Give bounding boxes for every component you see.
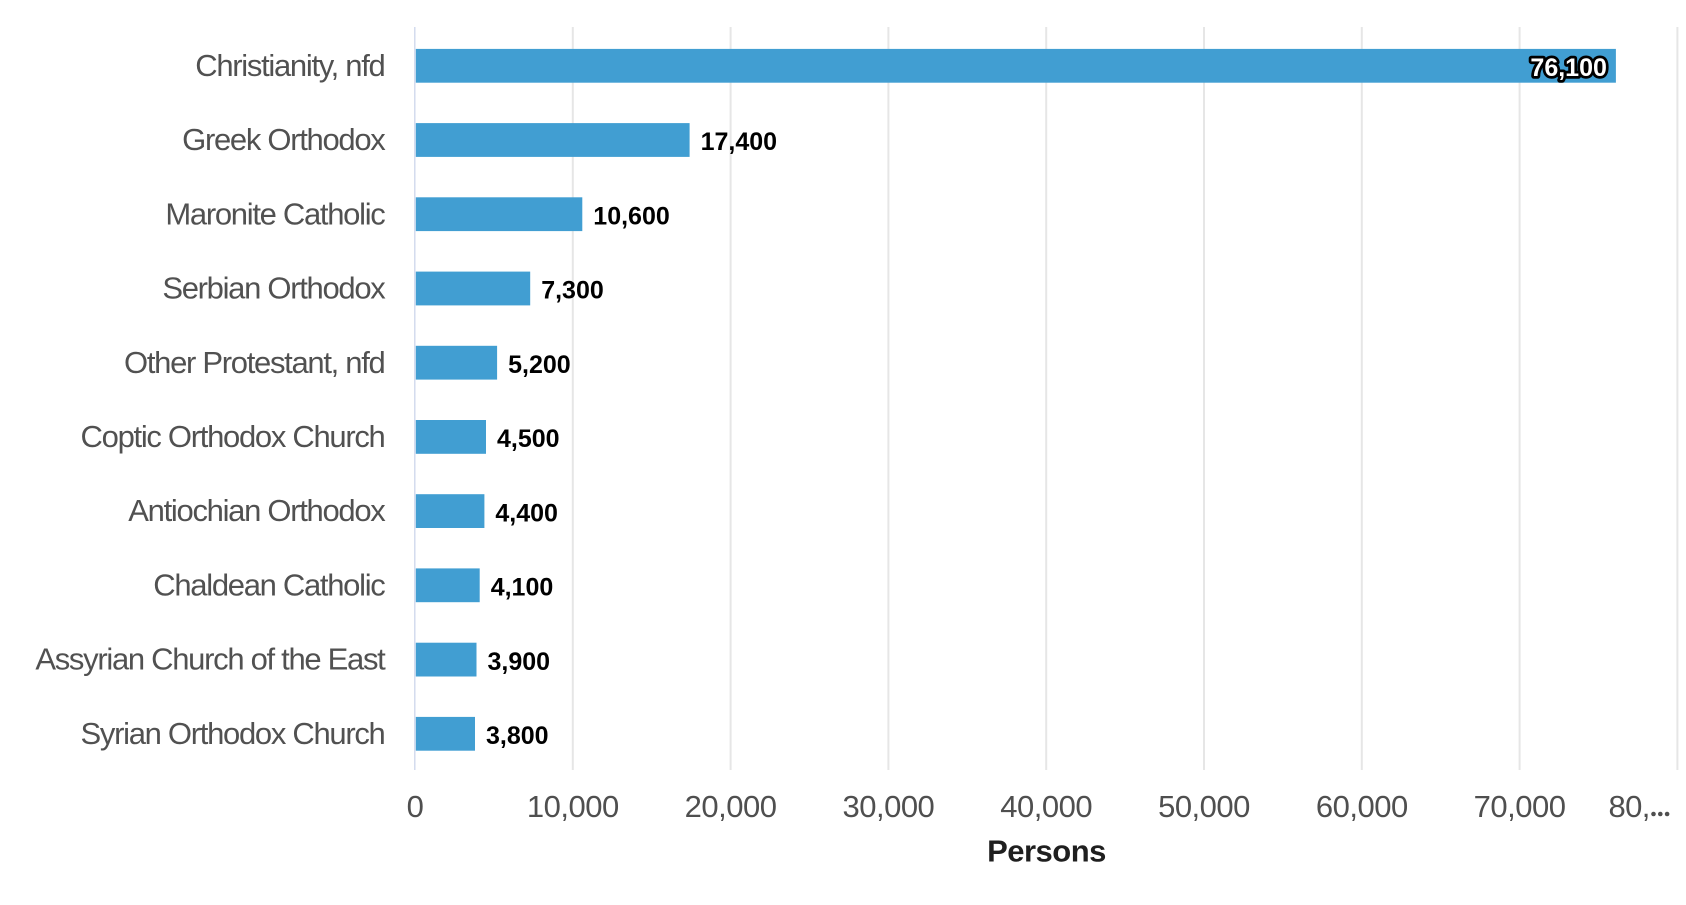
svg-text:Maronite Catholic: Maronite Catholic: [165, 196, 385, 231]
svg-text:Greek Orthodox: Greek Orthodox: [182, 122, 386, 157]
svg-text:70,000: 70,000: [1474, 789, 1566, 824]
svg-text:7,300: 7,300: [541, 277, 604, 305]
svg-text:Christianity, nfd: Christianity, nfd: [195, 48, 384, 83]
svg-text:Chaldean Catholic: Chaldean Catholic: [153, 567, 385, 602]
svg-text:4,400: 4,400: [495, 499, 558, 527]
svg-text:10,000: 10,000: [527, 789, 619, 824]
svg-text:Other Protestant, nfd: Other Protestant, nfd: [124, 345, 385, 380]
svg-text:5,200: 5,200: [508, 351, 571, 379]
svg-text:Syrian Orthodox Church: Syrian Orthodox Church: [81, 716, 385, 751]
svg-text:Coptic Orthodox Church: Coptic Orthodox Church: [81, 419, 385, 454]
svg-text:3,900: 3,900: [488, 648, 551, 676]
svg-text:30,000: 30,000: [842, 789, 934, 824]
svg-text:Antiochian Orthodox: Antiochian Orthodox: [128, 493, 386, 528]
svg-text:10,600: 10,600: [593, 202, 669, 230]
svg-text:60,000: 60,000: [1316, 789, 1408, 824]
svg-text:4,100: 4,100: [491, 574, 554, 602]
svg-text:20,000: 20,000: [685, 789, 777, 824]
svg-text:3,800: 3,800: [486, 722, 549, 750]
svg-text:80,: 80,: [1609, 789, 1650, 824]
svg-text:17,400: 17,400: [701, 128, 777, 156]
svg-text:76,100: 76,100: [1530, 54, 1606, 82]
svg-text:4,500: 4,500: [497, 425, 560, 453]
svg-text:Persons: Persons: [987, 834, 1106, 869]
svg-text:40,000: 40,000: [1000, 789, 1092, 824]
svg-text:50,000: 50,000: [1158, 789, 1250, 824]
svg-text:0: 0: [407, 789, 424, 824]
svg-text:Assyrian Church of the East: Assyrian Church of the East: [35, 642, 386, 677]
svg-text:Serbian Orthodox: Serbian Orthodox: [162, 271, 386, 306]
